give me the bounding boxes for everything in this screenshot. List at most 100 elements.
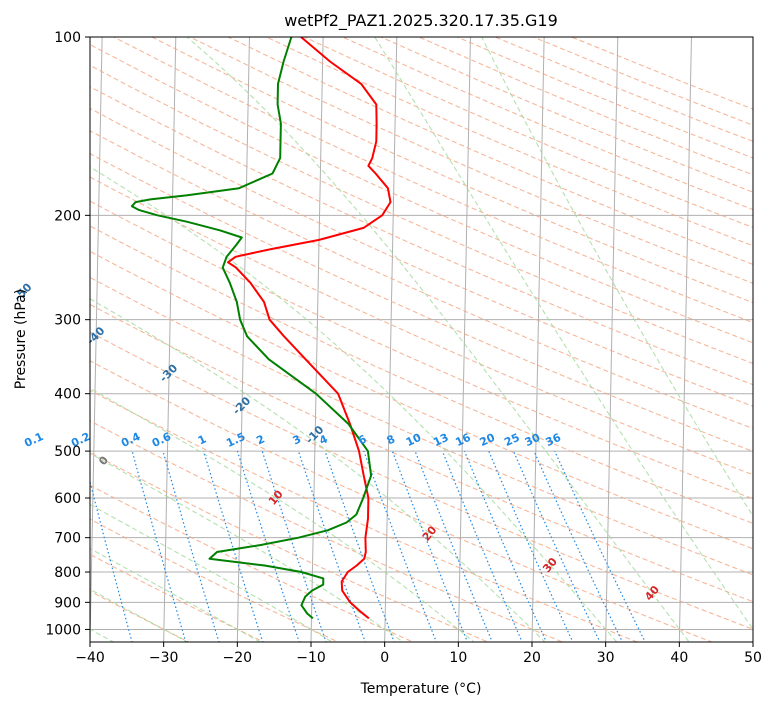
dry-adiabat [113, 37, 753, 324]
mixing-ratio-label: 1 [196, 432, 208, 447]
x-tick-label: 50 [744, 650, 762, 666]
grid-lines [90, 37, 753, 642]
mixing-ratio-label: 13 [431, 431, 450, 449]
line-labels: -100-90-80-70-60-50-40-30-20-100.10.20.4… [11, 280, 662, 603]
mixing-ratio-line [533, 450, 624, 642]
mixing-ratio-label: 1.5 [224, 430, 247, 450]
x-tick-label: −30 [149, 650, 179, 666]
dry-adiabat [90, 553, 265, 642]
moist-adiabat [90, 298, 546, 642]
isotherm-gridline [384, 37, 398, 642]
background-lines [90, 37, 753, 642]
dry-adiabat [90, 64, 753, 365]
x-axis: −40 −30 −20 −10 0 10 20 30 40 50 [75, 642, 762, 666]
moist-adiabat-label: 40 [642, 583, 662, 603]
dry-adiabat [90, 590, 191, 642]
isotherm-label: -30 [157, 361, 180, 384]
chart-title: wetPf2_PAZ1.2025.320.17.35.G19 [284, 11, 558, 31]
dry-adiabat [90, 43, 753, 344]
x-tick-label: 30 [597, 650, 615, 666]
dry-adiabat [90, 200, 753, 500]
mixing-ratio-label: 10 [404, 431, 424, 449]
mixing-ratio-line [463, 450, 547, 642]
moist-adiabat [90, 387, 475, 642]
y-axis: 100 200 300 400 500 600 700 800 900 1000 [45, 30, 90, 638]
moist-adiabat [90, 452, 405, 642]
moist-adiabat-label: 10 [266, 487, 286, 507]
x-axis-label: Temperature (°C) [360, 681, 482, 697]
y-axis-label: Pressure (hPa) [13, 289, 29, 389]
y-tick-label: 800 [54, 565, 81, 581]
y-tick-label: 400 [54, 387, 81, 403]
mixing-ratio-line [391, 450, 469, 642]
mixing-ratio-label: 25 [502, 431, 521, 449]
mixing-ratio-label: 30 [523, 431, 543, 449]
dry-adiabat [189, 37, 753, 284]
dry-adiabat [90, 360, 714, 642]
dry-adiabat [90, 484, 415, 642]
mixing-ratio-line [512, 450, 601, 642]
mixing-ratio-line [162, 450, 220, 642]
mixing-ratio-line [131, 450, 187, 642]
y-tick-label: 600 [54, 491, 81, 507]
mixing-ratio-label: 16 [453, 431, 473, 449]
dry-adiabat [90, 86, 753, 386]
x-tick-label: −10 [296, 650, 326, 666]
plot-frame [89, 36, 754, 643]
x-tick-label: −20 [223, 650, 253, 666]
dry-adiabat [90, 420, 564, 642]
dry-adiabat [90, 130, 753, 430]
isotherm-gridline [531, 37, 545, 642]
moist-adiabat [186, 37, 690, 642]
moist-adiabat-label: 0 [96, 453, 111, 467]
moist-adiabat [374, 37, 753, 630]
dry-adiabat [90, 276, 753, 576]
x-tick-label: 20 [523, 650, 541, 666]
dry-adiabat [90, 107, 753, 407]
dry-adiabat [571, 37, 753, 110]
dry-adiabat [90, 518, 340, 642]
x-tick-label: 40 [670, 650, 688, 666]
dry-adiabat [90, 225, 753, 525]
mixing-ratio-line [203, 450, 264, 642]
y-tick-label: 200 [54, 208, 81, 224]
x-tick-label: 0 [380, 650, 389, 666]
mixing-ratio-label: 20 [478, 431, 498, 449]
profiles [130, 37, 392, 620]
isotherm-gridline [163, 37, 177, 642]
mixing-ratio-label: 36 [544, 431, 564, 449]
dry-adiabat [342, 37, 753, 211]
dry-adiabat [151, 37, 753, 304]
mixing-ratio-label: 8 [385, 432, 397, 447]
mixing-ratio-line [363, 450, 438, 642]
dry-adiabat [227, 37, 753, 265]
y-tick-label: 700 [54, 531, 81, 547]
mixing-ratio-line [261, 450, 327, 642]
isotherm-gridline [457, 37, 471, 642]
dry-adiabat [90, 153, 753, 452]
mixing-ratio-line [414, 450, 493, 642]
mixing-ratio-line [90, 479, 133, 642]
isotherm-label: -40 [84, 324, 107, 347]
y-tick-label: 100 [54, 30, 81, 46]
temperature-line [227, 37, 392, 620]
y-tick-label: 900 [54, 595, 81, 611]
x-tick-label: 10 [449, 650, 467, 666]
dry-adiabat [90, 303, 753, 603]
dry-adiabat [90, 250, 753, 550]
mixing-ratio-line [441, 450, 523, 642]
dry-adiabat [90, 451, 490, 642]
x-tick-label: −40 [75, 650, 105, 666]
mixing-ratio-line [236, 450, 300, 642]
mixing-ratio-label: 3 [291, 432, 303, 447]
moist-adiabat [90, 547, 262, 642]
mixing-ratio-label: 0.1 [22, 430, 45, 450]
dry-adiabat [494, 37, 753, 142]
isotherm-gridline [678, 37, 692, 642]
mixing-ratio-line [554, 450, 646, 642]
moist-adiabat-label: 20 [420, 523, 440, 543]
moist-adiabat [481, 37, 753, 518]
dry-adiabat [304, 37, 753, 229]
moist-adiabat [90, 588, 189, 642]
